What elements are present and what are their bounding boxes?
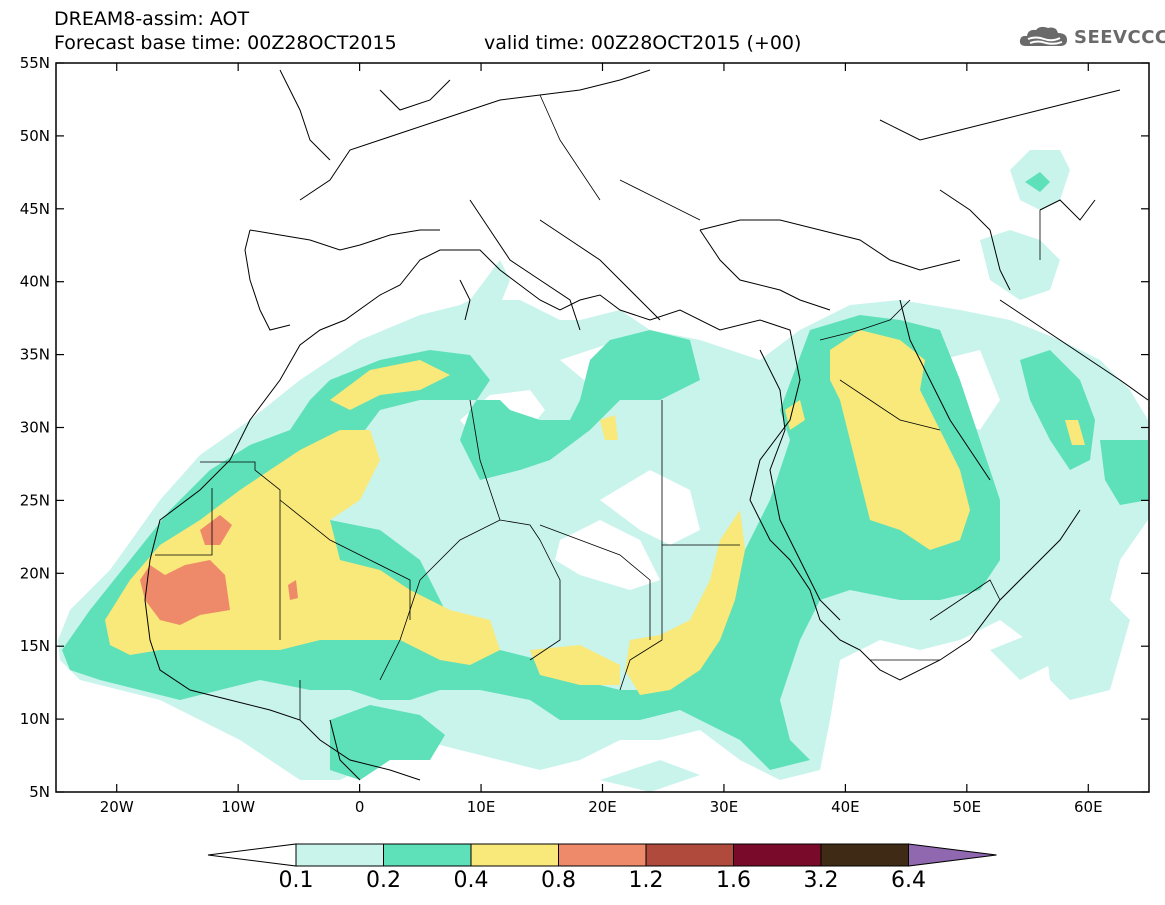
lon-tick-label: 20E [588, 798, 617, 816]
aot-layer-0.8 [140, 515, 298, 625]
longitude-ticks: 20W 10W 0 10E 20E 30E 40E 50E 60E [100, 63, 1103, 816]
seevccc-logo: SEEVCCC [1018, 22, 1165, 52]
lat-tick-label: 10N [20, 710, 50, 728]
lat-tick-label: 5N [29, 783, 50, 801]
country-borders [155, 94, 1041, 720]
lon-tick-label: 40E [831, 798, 860, 816]
colorbar-segment [558, 843, 647, 867]
colorbar-label: 1.6 [716, 868, 751, 893]
aot-colorbar [207, 843, 997, 867]
lat-tick-label: 30N [20, 419, 50, 437]
valid-time: valid time: 00Z28OCT2015 (+00) [484, 32, 802, 54]
lon-tick-label: 20W [100, 798, 134, 816]
colorbar-high-arrow [908, 843, 997, 867]
lon-tick-label: 50E [953, 798, 982, 816]
lat-tick-label: 55N [20, 54, 50, 72]
colorbar-segment [470, 843, 559, 867]
colorbar-label: 0.2 [366, 868, 401, 893]
colorbar-segment [295, 843, 384, 867]
colorbar-segment [645, 843, 734, 867]
lat-tick-label: 40N [20, 273, 50, 291]
lat-tick-label: 20N [20, 564, 50, 582]
colorbar-label: 0.4 [453, 868, 489, 893]
coastlines [144, 69, 1149, 781]
lat-tick-label: 45N [20, 200, 50, 218]
lon-tick-label: 10E [467, 798, 496, 816]
aot-fields [58, 150, 1148, 792]
colorbar-label: 3.2 [803, 868, 839, 893]
colorbar-label: 1.2 [628, 868, 664, 893]
forecast-base-time: Forecast base time: 00Z28OCT2015 [54, 32, 397, 54]
latitude-ticks: 55N 50N 45N 40N 35N 30N 25N 20N 15N 10N 5N [20, 54, 1149, 801]
map-title: DREAM8-assim: AOT [54, 8, 250, 30]
colorbar-label: 6.4 [891, 868, 926, 893]
lon-tick-label: 30E [710, 798, 739, 816]
logo-text: SEEVCCC [1074, 26, 1165, 48]
lat-tick-label: 50N [20, 127, 50, 145]
colorbar-segment [383, 843, 472, 867]
lat-tick-label: 35N [20, 346, 50, 364]
colorbar-low-arrow [207, 843, 297, 867]
colorbar-label: 0.1 [278, 868, 314, 893]
cloud-logo-icon [1019, 26, 1067, 46]
lon-tick-label: 10W [221, 798, 255, 816]
lat-tick-label: 15N [20, 637, 50, 655]
lon-tick-label: 60E [1074, 798, 1103, 816]
lat-tick-label: 25N [20, 491, 50, 509]
lon-tick-label: 0 [355, 798, 365, 816]
colorbar-segment [733, 843, 822, 867]
colorbar-segment [820, 843, 909, 867]
colorbar-label: 0.8 [541, 868, 576, 893]
